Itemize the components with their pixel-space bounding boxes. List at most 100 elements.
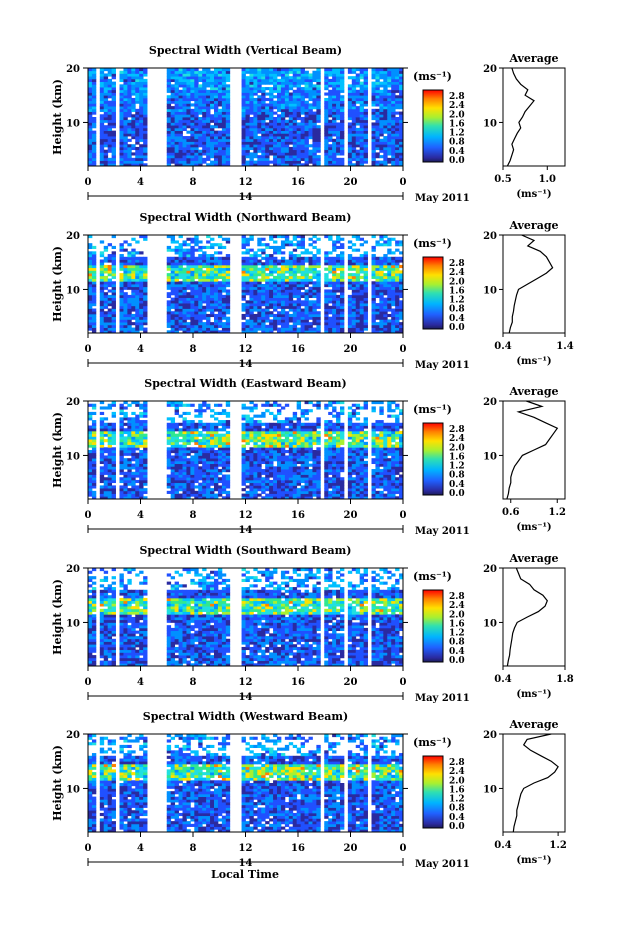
heatmap-cell [304, 108, 309, 112]
heatmap-cell [210, 305, 215, 309]
heatmap-cell [300, 157, 305, 161]
heatmap-cell [399, 305, 404, 309]
heatmap-cell [363, 122, 368, 126]
heatmap-cell [257, 76, 262, 80]
heatmap-cell [257, 95, 262, 99]
heatmap-cell [182, 163, 187, 167]
heatmap-cell [245, 303, 250, 307]
heatmap-cell [284, 95, 290, 99]
heatmap-cell [111, 111, 116, 115]
colorbar-tick-label: 2.8 [449, 259, 465, 269]
heatmap-cell [371, 275, 376, 279]
heatmap-cell [210, 273, 215, 277]
heatmap-cell [174, 452, 179, 456]
heatmap-cell [292, 237, 298, 241]
heatmap-cell [371, 163, 376, 167]
heatmap-cell [277, 146, 282, 151]
heatmap-cell [88, 157, 93, 161]
heatmap-cell [217, 264, 223, 269]
heatmap-cell [245, 114, 250, 118]
heatmap-cell [190, 278, 195, 282]
heatmap-cell [139, 439, 144, 443]
heatmap-cell [261, 327, 266, 331]
heatmap-cell [99, 73, 105, 77]
heatmap-cell [363, 76, 368, 80]
heatmap-cell [91, 450, 97, 454]
heatmap-cell [225, 155, 231, 159]
heatmap-cell [316, 146, 321, 151]
heatmap-cell [182, 289, 187, 293]
heatmap-cell [273, 284, 278, 288]
heatmap-cell [336, 92, 341, 96]
heatmap-cell [328, 235, 333, 239]
heatmap-cell [131, 275, 136, 279]
heatmap-cell [277, 273, 282, 277]
heatmap-cell [202, 160, 207, 164]
heatmap-cell [166, 311, 172, 315]
heatmap-cell [284, 76, 290, 80]
heatmap-cell [284, 243, 290, 247]
heatmap-cell [166, 485, 172, 489]
heatmap-cell [300, 152, 305, 156]
heatmap-cell [111, 89, 116, 93]
heatmap-cell [296, 278, 302, 282]
heatmap-cell [194, 490, 199, 494]
heatmap-cell [107, 136, 113, 140]
heatmap-cell [351, 313, 357, 318]
heatmap-cell [245, 87, 250, 91]
heatmap-cell [107, 289, 113, 293]
heatmap-cell [135, 463, 140, 467]
heatmap-cell [261, 106, 266, 110]
heatmap-cell [166, 447, 172, 451]
heatmap-cell [269, 146, 274, 151]
heatmap-cell [88, 155, 93, 159]
heatmap-cell [119, 254, 124, 258]
heatmap-cell [375, 141, 380, 145]
heatmap-cell [166, 422, 172, 426]
heatmap-cell [174, 286, 179, 290]
heatmap-cell [221, 152, 227, 156]
heatmap-cell [284, 311, 290, 315]
heatmap-cell [225, 108, 231, 112]
heatmap-cell [190, 322, 195, 326]
heatmap-cell [387, 292, 392, 296]
heatmap-cell [391, 125, 396, 129]
heatmap-cell [221, 264, 227, 269]
heatmap-cell [280, 245, 286, 250]
heatmap-cell [88, 84, 93, 88]
heatmap-cell [139, 160, 144, 164]
heatmap-cell [178, 313, 183, 318]
heatmap-cell [241, 95, 246, 99]
heatmap-cell [170, 496, 176, 500]
heatmap-cell [186, 471, 191, 475]
heatmap-cell [178, 433, 183, 437]
heatmap-cell [241, 108, 246, 112]
heatmap-cell [280, 313, 286, 318]
heatmap-cell [383, 160, 388, 164]
heatmap-cell [375, 275, 380, 279]
heatmap-cell [383, 81, 388, 85]
heatmap-cell [206, 89, 211, 93]
heatmap-cell [202, 294, 207, 299]
heatmap-cell [328, 278, 333, 282]
heatmap-cell [269, 264, 274, 269]
heatmap-cell [135, 403, 140, 407]
heatmap-cell [186, 68, 191, 72]
heatmap-cell [265, 122, 270, 126]
heatmap-cell [383, 330, 388, 334]
heatmap-cell [143, 292, 148, 296]
heatmap-cell [241, 155, 246, 159]
heatmap-cell [265, 106, 270, 110]
heatmap-cell [170, 106, 176, 110]
heatmap-cell [399, 117, 404, 121]
heatmap-cell [131, 136, 136, 140]
heatmap-cell [143, 463, 148, 467]
heatmap-cell [210, 125, 215, 129]
heatmap-cell [312, 245, 317, 250]
heatmap-cell [107, 70, 113, 74]
date-label: May 2011 [415, 193, 470, 204]
heatmap-cell [221, 303, 227, 307]
heatmap-cell [214, 305, 219, 309]
heatmap-cell [135, 324, 140, 328]
heatmap-cell [265, 303, 270, 307]
